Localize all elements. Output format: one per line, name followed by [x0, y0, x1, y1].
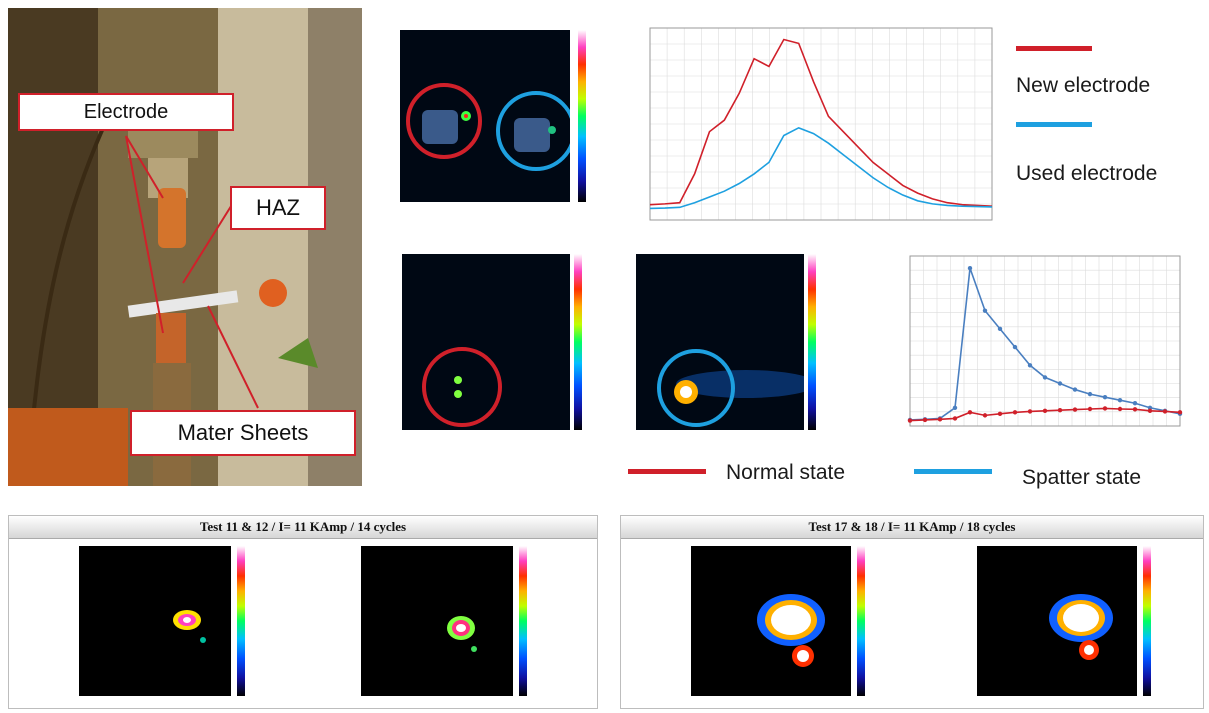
colorbar	[578, 30, 586, 202]
colorbar	[1143, 546, 1151, 696]
heatmap-spatter	[612, 248, 844, 448]
data-point	[1013, 345, 1017, 349]
legend-new-text: New electrode	[1016, 74, 1150, 98]
data-point	[938, 417, 942, 421]
data-point	[983, 413, 987, 417]
panel-title: Test 11 & 12 / I= 11 KAmp / 14 cycles	[9, 516, 597, 539]
legend-used-text: Used electrode	[1016, 162, 1157, 186]
heatmap-overlay	[400, 30, 570, 202]
haz-label: HAZ	[230, 186, 326, 230]
sheets-label-text: Mater Sheets	[178, 420, 309, 446]
heatmap-normal	[378, 248, 610, 448]
data-point	[1163, 409, 1167, 413]
heatmap-electrodes	[378, 20, 606, 220]
heatmap-overlay	[636, 254, 804, 430]
data-point	[1058, 408, 1062, 412]
sheets-label: Mater Sheets	[130, 410, 356, 456]
data-point	[968, 266, 972, 270]
data-point	[1148, 409, 1152, 413]
panel-test-11-12: Test 11 & 12 / I= 11 KAmp / 14 cycles	[8, 515, 598, 709]
welding-photo: Electrode HAZ Mater Sheets	[8, 8, 362, 486]
legend-normal-text: Normal state	[726, 461, 845, 485]
heatmap-overlay	[691, 546, 851, 696]
data-point	[1058, 381, 1062, 385]
heatmap-overlay	[79, 546, 231, 696]
line-chart-electrodes	[622, 20, 1000, 238]
colorbar	[857, 546, 865, 696]
legend-used-line	[1016, 122, 1092, 127]
heatmap-overlay	[977, 546, 1137, 696]
heatmap-test11	[57, 544, 257, 704]
heatmap-test12	[339, 544, 539, 704]
panel-test-17-18: Test 17 & 18 / I= 11 KAmp / 18 cycles	[620, 515, 1204, 709]
heatmap-overlay	[402, 254, 570, 430]
colorbar	[237, 546, 245, 696]
data-point	[998, 327, 1002, 331]
data-point	[908, 418, 912, 422]
legend-new-line	[1016, 46, 1092, 51]
data-point	[1103, 395, 1107, 399]
haz-label-text: HAZ	[256, 195, 300, 221]
data-point	[1103, 406, 1107, 410]
data-point	[1073, 387, 1077, 391]
data-point	[1043, 375, 1047, 379]
data-point	[1118, 407, 1122, 411]
electrode-label: Electrode	[18, 93, 234, 131]
legend-spatter-line	[914, 469, 992, 474]
data-point	[1043, 409, 1047, 413]
legend-spatter-text: Spatter state	[1022, 466, 1141, 490]
data-point	[1088, 407, 1092, 411]
heatmap-overlay	[361, 546, 513, 696]
electrode-label-text: Electrode	[84, 101, 169, 124]
data-point	[1133, 401, 1137, 405]
data-point	[1088, 392, 1092, 396]
data-point	[998, 412, 1002, 416]
legend-normal-line	[628, 469, 706, 474]
data-point	[968, 410, 972, 414]
data-point	[1118, 398, 1122, 402]
data-point	[1028, 409, 1032, 413]
colorbar	[808, 254, 816, 430]
data-point	[1013, 410, 1017, 414]
colorbar	[519, 546, 527, 696]
data-point	[983, 308, 987, 312]
chart-electrodes-svg	[622, 20, 1000, 238]
panel-title: Test 17 & 18 / I= 11 KAmp / 18 cycles	[621, 516, 1203, 539]
data-point	[923, 418, 927, 422]
data-point	[953, 416, 957, 420]
heatmap-test17	[667, 544, 877, 704]
data-point	[1028, 363, 1032, 367]
data-point	[1133, 407, 1137, 411]
data-point	[953, 406, 957, 410]
heatmap-test18	[953, 544, 1163, 704]
chart-states-svg	[858, 248, 1188, 438]
line-chart-states	[858, 248, 1188, 438]
data-point	[1073, 407, 1077, 411]
data-point	[1178, 410, 1182, 414]
colorbar	[574, 254, 582, 430]
